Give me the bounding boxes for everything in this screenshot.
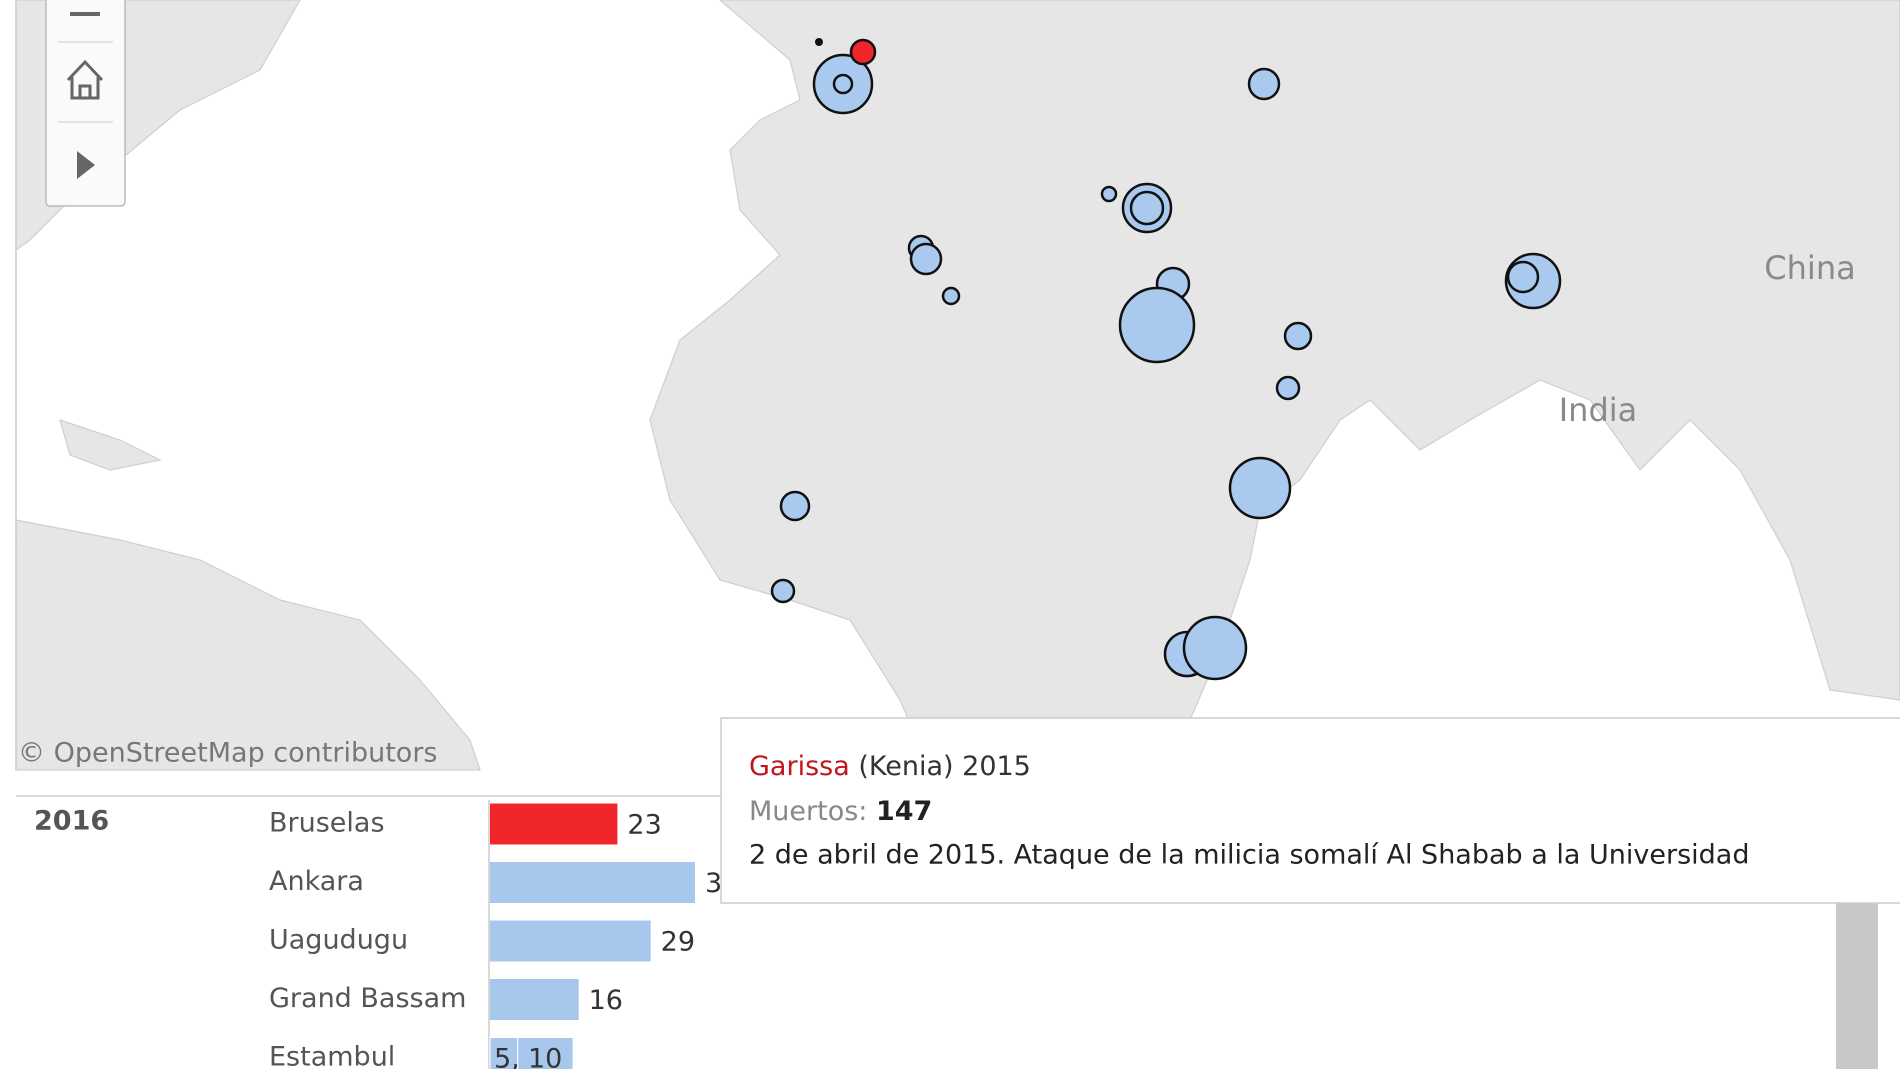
- deaths: 147: [876, 796, 932, 827]
- bar: [517, 1037, 574, 1069]
- marker: [1100, 185, 1118, 203]
- tooltip-box: [720, 717, 1900, 904]
- bar: [490, 920, 651, 962]
- deaths-label: Muertos:: [749, 796, 867, 827]
- marker: [849, 38, 877, 66]
- toolbar: [45, 0, 126, 207]
- category-label: Bruselas: [269, 808, 385, 839]
- marker: [832, 73, 854, 95]
- marker: [941, 286, 961, 306]
- value-label: 10: [528, 1044, 562, 1069]
- scrollbar[interactable]: [1836, 903, 1878, 1069]
- country: (Kenia): [858, 751, 953, 782]
- value-label: 16: [589, 985, 623, 1016]
- marker: [1506, 260, 1540, 294]
- year: 2015: [962, 751, 1031, 782]
- event-markers: [770, 38, 1562, 681]
- marker: [909, 242, 943, 276]
- group-label: 2016: [34, 806, 109, 837]
- bar: [490, 979, 579, 1020]
- marker: [1247, 67, 1281, 101]
- tooltip-description: 2 de abril de 2015. Ataque de la milicia…: [749, 840, 1749, 871]
- bar: [490, 862, 695, 903]
- marker: [1283, 321, 1313, 351]
- category-label: Uagudugu: [269, 925, 408, 956]
- marker: [770, 578, 796, 604]
- map-label: China: [1764, 249, 1855, 287]
- marker: [1228, 456, 1292, 520]
- marker: [815, 38, 823, 46]
- attribution: © OpenStreetMap contributors: [18, 738, 438, 769]
- city: Garissa: [749, 751, 850, 782]
- play-button[interactable]: [77, 151, 95, 179]
- value-label: 23: [627, 810, 661, 841]
- land: [649, 0, 1900, 771]
- category-label: Ankara: [269, 866, 364, 897]
- value-label: 5,: [494, 1044, 520, 1069]
- tooltip-title: Garissa (Kenia) 2015: [749, 751, 1031, 782]
- tooltip-deaths: Muertos: 147: [749, 796, 932, 827]
- bar: [490, 803, 618, 845]
- bar: [489, 1037, 519, 1069]
- marker: [1129, 190, 1165, 226]
- value-label: 29: [661, 927, 695, 958]
- home-button[interactable]: [66, 59, 104, 100]
- marker: [1275, 375, 1301, 401]
- marker: [1118, 286, 1196, 364]
- marker: [779, 490, 811, 522]
- tooltip: Garissa (Kenia) 2015 Muertos: 147 2 de a…: [720, 717, 1900, 904]
- category-label: Estambul: [269, 1042, 395, 1069]
- map: China India © OpenStreetMap contributors: [15, 0, 1900, 771]
- map-label: India: [1559, 391, 1638, 429]
- marker: [1182, 615, 1248, 681]
- land: [15, 519, 481, 771]
- zoom-controls: [45, 0, 126, 207]
- category-label: Grand Bassam: [269, 983, 466, 1014]
- land: [59, 419, 162, 471]
